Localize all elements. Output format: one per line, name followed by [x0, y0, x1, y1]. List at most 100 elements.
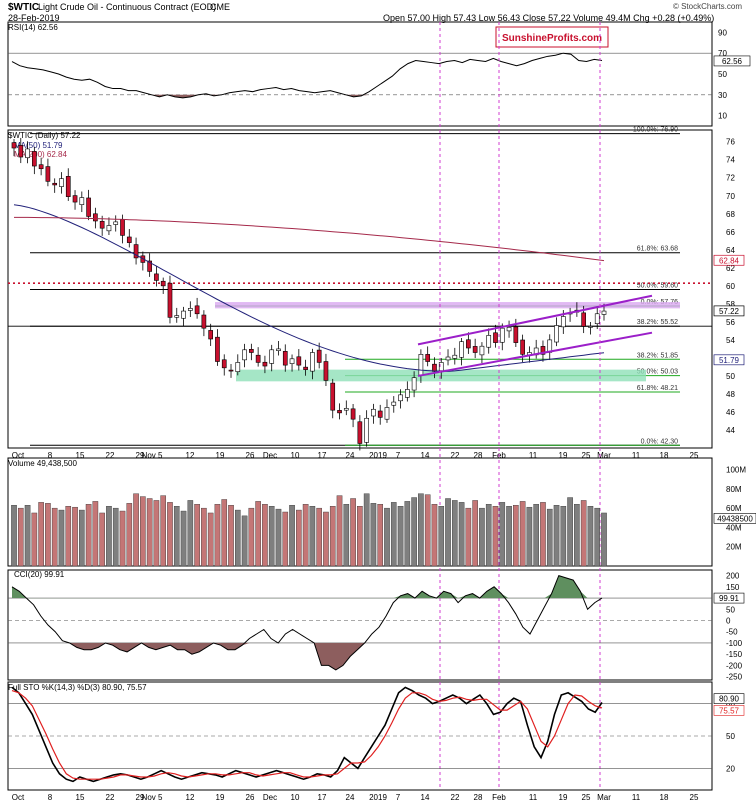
channel-lower-line: [417, 331, 653, 377]
volume-bar: [499, 502, 506, 567]
volume-bar: [173, 506, 180, 567]
rsi-tick-label: 30: [718, 91, 727, 100]
sto-x-label: 17: [318, 793, 327, 802]
volume-bar: [187, 500, 194, 567]
volume-bar: [275, 508, 282, 567]
candle-body: [52, 182, 58, 186]
volume-bar: [370, 503, 377, 567]
volume-bar: [384, 507, 390, 567]
candle-body: [588, 326, 593, 328]
volume-bar: [72, 506, 78, 567]
volume-bar: [404, 501, 411, 567]
price-tick-label: 74: [726, 156, 735, 165]
candle-body: [289, 358, 295, 364]
volume-bar: [228, 505, 234, 567]
candle-body: [303, 366, 308, 370]
price-x-label: 25: [582, 451, 591, 460]
candle-body: [79, 197, 85, 205]
volume-tick-label: 100M: [726, 466, 746, 475]
sto-k-value: 80.90: [719, 695, 740, 704]
volume-bar: [262, 504, 268, 567]
candle-body: [520, 339, 525, 355]
candle-body: [404, 389, 410, 398]
cci-tick-label: 200: [726, 572, 740, 581]
cci-tick-label: -150: [726, 650, 743, 659]
cci-line: [11, 574, 603, 671]
sto-d-tag: [713, 705, 745, 716]
rsi-tick-label: 10: [718, 112, 727, 121]
volume-tick-label: 80M: [726, 485, 742, 494]
cci-tick-label: -250: [726, 673, 743, 682]
price-x-label: 24: [346, 451, 355, 460]
candle-body: [560, 316, 566, 328]
rsi-tick-label: 90: [718, 28, 727, 37]
candle-body: [418, 354, 424, 376]
price-x-label: 12: [186, 451, 195, 460]
price-x-label: 8: [48, 451, 53, 460]
volume-bar: [133, 493, 139, 567]
candle-body: [154, 273, 159, 281]
candle-body: [11, 142, 17, 149]
sto-x-label: 26: [246, 793, 255, 802]
candle-body: [445, 356, 451, 361]
sto-x-label: Nov 5: [142, 793, 163, 802]
cci-tick-label: -100: [726, 639, 743, 648]
cci-tick-label: 150: [726, 583, 740, 592]
exchange-label: CME: [210, 2, 230, 12]
sto-x-label: 28: [474, 793, 483, 802]
rsi-line: [11, 52, 603, 99]
fib-level-label: 50.0%: 59.60: [637, 282, 678, 289]
price-tick-label: 54: [726, 336, 735, 345]
volume-bar: [153, 500, 160, 567]
volume-bar: [411, 497, 417, 567]
volume-bar: [560, 506, 567, 567]
candle-body: [99, 220, 105, 229]
candle-body: [486, 335, 492, 348]
candle-body: [86, 197, 91, 217]
candle-body: [38, 164, 44, 170]
volume-bar: [519, 501, 526, 567]
sto-x-label: Oct: [12, 793, 25, 802]
candle-body: [113, 221, 119, 225]
volume-bar: [513, 505, 519, 567]
volume-bar: [106, 506, 112, 567]
volume-bar: [119, 510, 126, 567]
volume-bar: [390, 502, 397, 567]
ohlc-readout: Open 57.00 High 57.43 Low 56.43 Close 57…: [383, 13, 714, 23]
fib-level-label: 38.2%: 51.85: [637, 352, 678, 359]
sto-x-label: 8: [48, 793, 53, 802]
volume-bar: [438, 506, 445, 567]
candle-body: [466, 339, 471, 349]
volume-bar: [296, 509, 302, 567]
fib-level-label: 50.0%: 50.03: [637, 369, 678, 376]
price-tick-label: 62: [726, 264, 735, 273]
candle-body: [167, 282, 173, 318]
price-tick-label: 68: [726, 210, 735, 219]
price-x-label: 18: [660, 451, 669, 460]
candle-body: [160, 280, 166, 287]
candle-body: [377, 410, 383, 418]
sto-x-label: 11: [632, 793, 641, 802]
price-x-label: Nov 5: [142, 451, 163, 460]
candle-body: [59, 178, 64, 187]
candle-body: [187, 308, 193, 311]
volume-value-tag: [713, 513, 756, 524]
candle-body: [350, 408, 356, 420]
candle-body: [194, 305, 200, 315]
volume-bar: [221, 499, 228, 567]
volume-bar: [546, 508, 553, 567]
candle-body: [215, 336, 220, 362]
cci-tick-label: -200: [726, 661, 743, 670]
volume-bar: [309, 506, 316, 567]
price-tick-label: 70: [726, 192, 735, 201]
sto-x-label: 2019: [369, 793, 387, 802]
volume-bar: [79, 509, 85, 567]
sto-x-label: 18: [660, 793, 669, 802]
cci-tick-label: -50: [726, 628, 738, 637]
candle-body: [337, 410, 342, 414]
ma50-line: [13, 204, 605, 372]
rsi-tick-label: 70: [718, 49, 727, 58]
volume-bar: [85, 504, 92, 567]
volume-bar: [472, 500, 478, 567]
volume-bar: [207, 512, 214, 567]
